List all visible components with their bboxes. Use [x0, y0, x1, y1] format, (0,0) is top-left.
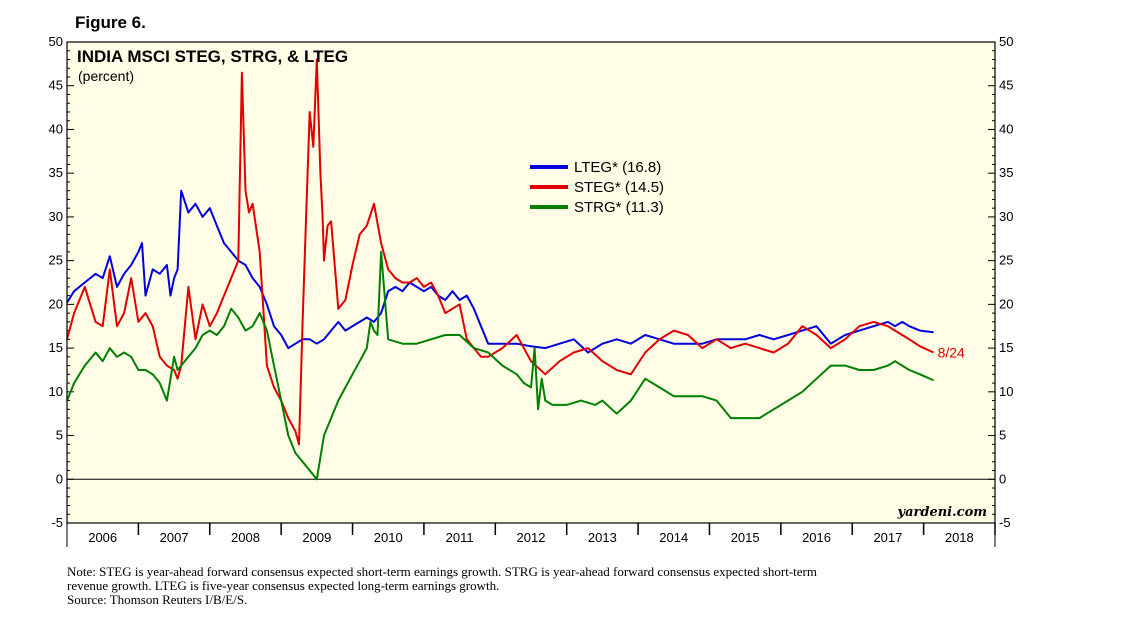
- y-tick-label-right: 0: [999, 471, 1006, 486]
- chart-subtitle: (percent): [78, 68, 134, 84]
- y-tick-label-right: 50: [999, 34, 1013, 49]
- plot-background: [67, 42, 995, 523]
- x-tick-label: 2008: [231, 530, 260, 545]
- y-tick-label-left: 5: [56, 428, 63, 443]
- chart-title: INDIA MSCI STEG, STRG, & LTEG: [77, 47, 348, 66]
- watermark: yardeni.com: [897, 505, 987, 520]
- y-tick-label-left: 10: [49, 384, 63, 399]
- footnote-line: Note: STEG is year-ahead forward consens…: [67, 564, 817, 579]
- x-tick-label: 2013: [588, 530, 617, 545]
- y-tick-label-right: 15: [999, 340, 1013, 355]
- plot-area: -5 -5 0 0 5 5 10 10 15 15 20 20 25 25 30 30 35 35 40 40 45 45…: [49, 34, 1013, 547]
- y-tick-label-left: 50: [49, 34, 63, 49]
- legend: LTEG* (16.8) STEG* (14.5) STRG* (11.3): [530, 159, 664, 216]
- y-tick-label-right: 10: [999, 384, 1013, 399]
- x-tick-label: 2016: [802, 530, 831, 545]
- x-tick-label: 2015: [731, 530, 760, 545]
- y-tick-label-left: 25: [49, 253, 63, 268]
- x-tick-label: 2017: [873, 530, 902, 545]
- y-tick-label-left: 35: [49, 165, 63, 180]
- legend-label-3: STRG* (11.3): [574, 199, 664, 216]
- legend-label-2: STEG* (14.5): [574, 179, 664, 196]
- y-tick-label-left: 0: [56, 471, 63, 486]
- y-tick-label-right: 35: [999, 165, 1013, 180]
- footnote-line: revenue growth. LTEG is five-year consen…: [67, 578, 500, 593]
- series-end-label: 8/24: [938, 344, 965, 360]
- y-tick-label-left: -5: [51, 515, 63, 530]
- series-line-2: [66, 58, 935, 446]
- series-line-3: [66, 250, 935, 481]
- y-tick-label-right: -5: [999, 515, 1011, 530]
- x-tick-label: 2014: [659, 530, 688, 545]
- y-tick-label-right: 25: [999, 253, 1013, 268]
- y-tick-label-left: 45: [49, 78, 63, 93]
- y-tick-label-left: 15: [49, 340, 63, 355]
- y-tick-label-right: 20: [999, 296, 1013, 311]
- y-tick-label-right: 45: [999, 78, 1013, 93]
- y-tick-label-left: 40: [49, 121, 63, 136]
- x-tick-label: 2009: [302, 530, 331, 545]
- x-tick-label: 2012: [517, 530, 546, 545]
- x-tick-label: 2011: [446, 530, 474, 545]
- y-tick-label-right: 40: [999, 121, 1013, 136]
- x-tick-label: 2010: [374, 530, 403, 545]
- x-tick-label: 2006: [88, 530, 117, 545]
- figure-label: Figure 6.: [75, 13, 146, 32]
- plot-frame: [66, 41, 996, 524]
- chart-figure: Figure 6. -5 -5 0 0 5 5 10 10 15 15 20 20 25 25 30 30 35…: [49, 13, 1013, 547]
- footnote: Note: STEG is year-ahead forward consens…: [67, 565, 1067, 607]
- y-tick-label-right: 5: [999, 428, 1006, 443]
- x-tick-label: 2018: [945, 530, 974, 545]
- x-tick-label: 2007: [160, 530, 189, 545]
- y-tick-label-left: 30: [49, 209, 63, 224]
- y-tick-label-right: 30: [999, 209, 1013, 224]
- footnote-line: Source: Thomson Reuters I/B/E/S.: [67, 592, 248, 607]
- series-line-1: [66, 189, 934, 354]
- y-tick-label-left: 20: [49, 296, 63, 311]
- legend-label-1: LTEG* (16.8): [574, 159, 661, 176]
